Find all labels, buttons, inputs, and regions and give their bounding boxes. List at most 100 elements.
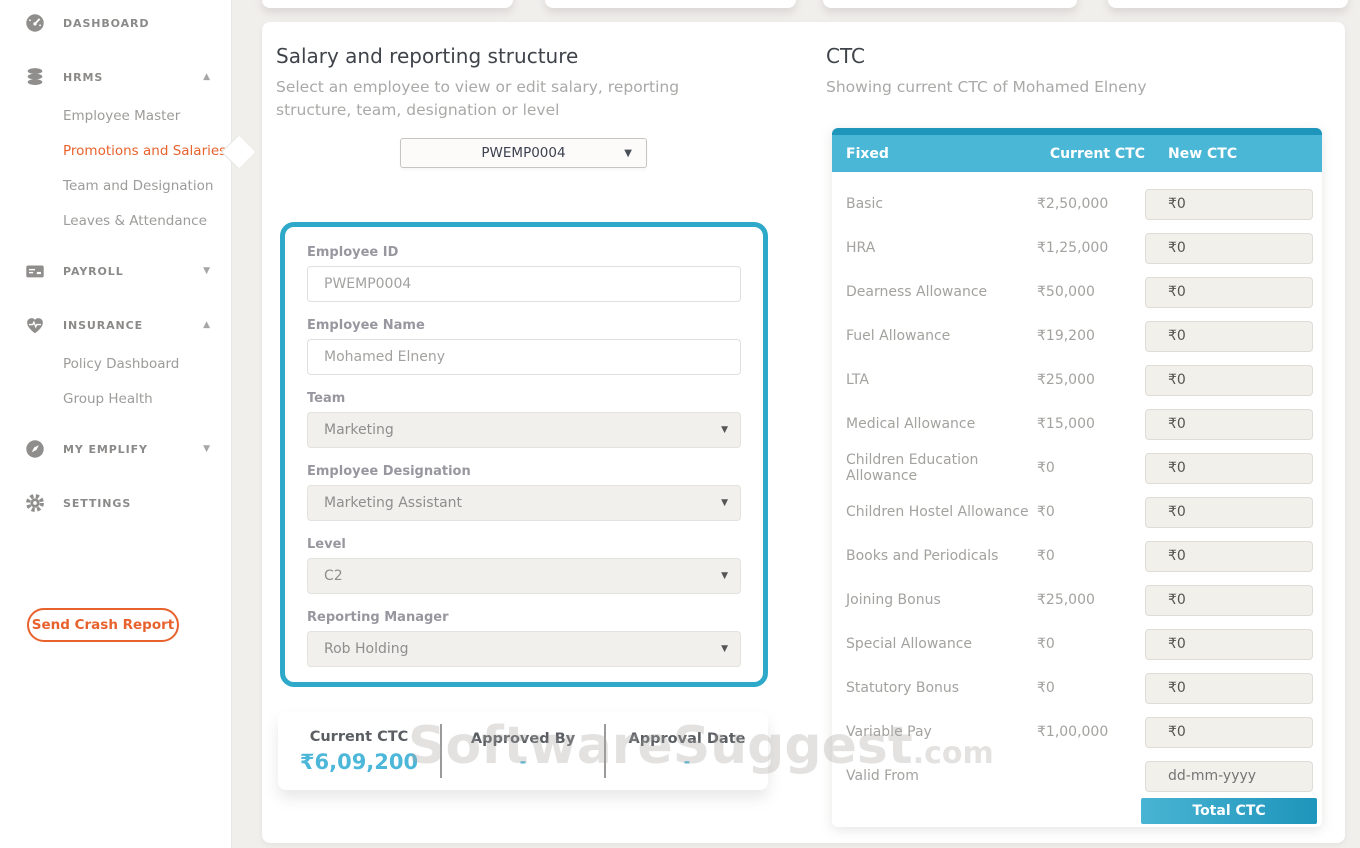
top-card <box>1108 0 1348 8</box>
reporting-manager-select[interactable]: Rob Holding <box>307 631 741 667</box>
sidebar-item-group-health[interactable]: Group Health <box>0 388 232 410</box>
row-label: HRA <box>846 240 876 256</box>
table-row: Variable Pay ₹1,00,000 <box>832 710 1322 754</box>
row-current-value: ₹2,50,000 <box>1037 196 1109 212</box>
chevron-down-icon <box>721 498 728 508</box>
compass-icon <box>24 438 46 460</box>
sidebar-item-dashboard[interactable]: DASHBOARD <box>0 11 232 35</box>
row-label: Children Education Allowance <box>846 452 979 484</box>
top-card <box>823 0 1077 8</box>
sidebar-item-label: INSURANCE <box>63 318 144 332</box>
sidebar-item-policy-dashboard[interactable]: Policy Dashboard <box>0 353 232 375</box>
approved-by-value: - <box>519 752 527 771</box>
new-ctc-input[interactable] <box>1145 716 1313 748</box>
chevron-down-icon <box>203 444 210 454</box>
gauge-icon <box>24 12 46 34</box>
new-ctc-input[interactable] <box>1145 364 1313 396</box>
valid-from-input[interactable] <box>1145 760 1313 792</box>
row-label: LTA <box>846 372 869 388</box>
row-current-value: ₹0 <box>1037 636 1055 652</box>
row-label: Fuel Allowance <box>846 328 951 344</box>
sidebar-item-settings[interactable]: SETTINGS <box>0 491 232 515</box>
sidebar-item-payroll[interactable]: PAYROLL <box>0 259 232 283</box>
employee-select-value: PWEMP0004 <box>481 145 566 161</box>
sidebar-item-promotions-and-salaries[interactable]: Promotions and Salaries <box>0 140 232 162</box>
sidebar-item-label: SETTINGS <box>63 496 132 510</box>
new-ctc-input[interactable] <box>1145 540 1313 572</box>
sidebar-item-insurance[interactable]: INSURANCE <box>0 313 232 337</box>
employee-designation-label: Employee Designation <box>307 464 471 479</box>
row-current-value: ₹0 <box>1037 548 1055 564</box>
chevron-up-icon <box>203 320 210 330</box>
employee-details-panel: Employee ID Employee Name Team Marketing… <box>280 222 768 687</box>
table-row: Statutory Bonus ₹0 <box>832 666 1322 710</box>
team-select[interactable]: Marketing <box>307 412 741 448</box>
row-label: Variable Pay <box>846 724 932 740</box>
table-row: HRA ₹1,25,000 <box>832 226 1322 270</box>
employee-name-field[interactable] <box>307 339 741 375</box>
new-ctc-input[interactable] <box>1145 496 1313 528</box>
ctc-section-subtitle: Showing current CTC of Mohamed Elneny <box>826 78 1147 96</box>
new-ctc-input[interactable] <box>1145 320 1313 352</box>
ctc-summary-card: Current CTC ₹6,09,200 Approved By - Appr… <box>278 712 768 790</box>
top-card <box>545 0 796 8</box>
row-label: Joining Bonus <box>846 592 941 608</box>
row-current-value: ₹1,25,000 <box>1037 240 1109 256</box>
row-label: Medical Allowance <box>846 416 976 432</box>
level-select[interactable]: C2 <box>307 558 741 594</box>
approved-by-label: Approved By <box>470 731 576 747</box>
reporting-manager-select-value: Rob Holding <box>324 641 409 657</box>
new-ctc-input[interactable] <box>1145 188 1313 220</box>
ctc-table: Fixed Current CTC New CTC Basic ₹2,50,00… <box>832 128 1322 827</box>
sidebar-item-label: Group Health <box>63 391 153 407</box>
employee-select[interactable]: PWEMP0004 <box>400 138 647 168</box>
sidebar-item-label: HRMS <box>63 70 104 84</box>
sidebar-item-leaves-attendance[interactable]: Leaves & Attendance <box>0 210 232 232</box>
row-label: Basic <box>846 196 884 212</box>
new-ctc-input[interactable] <box>1145 232 1313 264</box>
row-current-value: ₹15,000 <box>1037 416 1095 432</box>
employee-designation-select[interactable]: Marketing Assistant <box>307 485 741 521</box>
employee-designation-select-value: Marketing Assistant <box>324 495 463 511</box>
row-label: Dearness Allowance <box>846 284 988 300</box>
row-current-value: ₹1,00,000 <box>1037 724 1109 740</box>
employee-id-label: Employee ID <box>307 245 399 260</box>
new-ctc-input[interactable] <box>1145 628 1313 660</box>
sidebar-item-employee-master[interactable]: Employee Master <box>0 105 232 127</box>
table-row: Dearness Allowance ₹50,000 <box>832 270 1322 314</box>
sidebar-item-label: Leaves & Attendance <box>63 213 207 229</box>
payroll-card-icon <box>24 260 46 282</box>
row-label: Special Allowance <box>846 636 973 652</box>
sidebar-item-label: Team and Designation <box>63 178 214 194</box>
valid-from-label: Valid From <box>846 768 919 784</box>
approval-date-label: Approval Date <box>628 731 746 747</box>
row-current-value: ₹19,200 <box>1037 328 1095 344</box>
sidebar-item-hrms[interactable]: HRMS <box>0 65 232 89</box>
new-ctc-input[interactable] <box>1145 452 1313 484</box>
sidebar-item-label: PAYROLL <box>63 264 124 278</box>
chevron-down-icon <box>721 571 728 581</box>
approved-by-summary: Approved By - <box>442 731 604 771</box>
row-label: Statutory Bonus <box>846 680 960 696</box>
row-current-value: ₹25,000 <box>1037 372 1095 388</box>
new-ctc-input[interactable] <box>1145 584 1313 616</box>
sidebar-item-my-emplify[interactable]: MY EMPLIFY <box>0 437 232 461</box>
table-body: Basic ₹2,50,000 HRA ₹1,25,000 Dearness A… <box>832 172 1322 828</box>
sidebar: DASHBOARD HRMS Employee Master Promotion… <box>0 0 232 848</box>
row-current-value: ₹25,000 <box>1037 592 1095 608</box>
row-current-value: ₹0 <box>1037 680 1055 696</box>
total-row: Total CTC <box>832 798 1322 828</box>
employee-id-field[interactable] <box>307 266 741 302</box>
send-crash-report-button[interactable]: Send Crash Report <box>27 608 179 642</box>
table-row: LTA ₹25,000 <box>832 358 1322 402</box>
sidebar-item-team-and-designation[interactable]: Team and Designation <box>0 175 232 197</box>
header-new-ctc: New CTC <box>1168 145 1238 162</box>
divider <box>604 724 606 778</box>
new-ctc-input[interactable] <box>1145 276 1313 308</box>
table-row: Children Hostel Allowance ₹0 <box>832 490 1322 534</box>
reporting-manager-label: Reporting Manager <box>307 610 449 625</box>
new-ctc-input[interactable] <box>1145 672 1313 704</box>
total-ctc-button[interactable]: Total CTC <box>1141 798 1317 824</box>
sidebar-item-label: DASHBOARD <box>63 16 150 30</box>
new-ctc-input[interactable] <box>1145 408 1313 440</box>
